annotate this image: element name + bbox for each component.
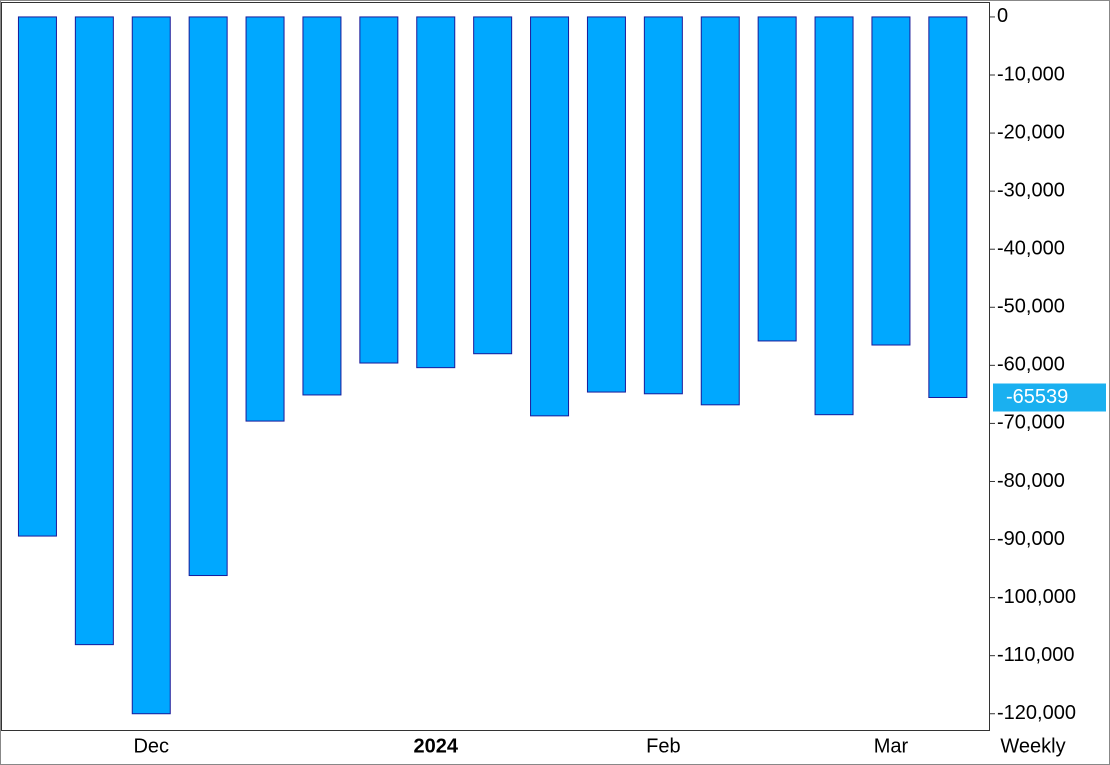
bar [131,16,171,715]
y-tick-label: -40,000 [997,237,1065,259]
y-tick-label: -10,000 [997,63,1065,85]
x-tick-label: 2024 [414,735,459,757]
y-tick-label: -110,000 [997,644,1074,666]
bar [359,16,399,364]
bar [700,16,740,406]
bar [814,16,854,416]
bar [473,16,513,355]
bar [17,16,57,537]
y-tick-label: -60,000 [997,354,1065,376]
y-tick-label: 0 [997,5,1008,27]
y-tick-label: -20,000 [997,121,1065,143]
bar [643,16,683,395]
last-value-box [993,383,1106,412]
bar [74,16,114,646]
period-label: Weekly [1000,735,1065,757]
y-tick-label: -70,000 [997,412,1065,434]
x-tick-label: Feb [646,735,680,757]
bar [928,16,968,399]
bar [757,16,797,342]
y-tick-label: -30,000 [997,179,1065,201]
bar [530,16,570,417]
y-tick-label: -120,000 [997,702,1076,724]
x-tick-label: Mar [874,735,909,757]
y-tick-label: -80,000 [997,470,1065,492]
bar [245,16,285,422]
bar [188,16,228,577]
last-value-label: -65539 [1006,386,1068,408]
x-tick-label: Dec [133,735,169,757]
y-tick-label: -50,000 [997,296,1065,318]
y-tick-label: -100,000 [997,586,1076,608]
bar [416,16,456,369]
y-tick-label: -90,000 [997,528,1065,550]
bar [586,16,626,393]
bar [871,16,911,346]
plot-frame [1,2,990,731]
bar [302,16,342,396]
